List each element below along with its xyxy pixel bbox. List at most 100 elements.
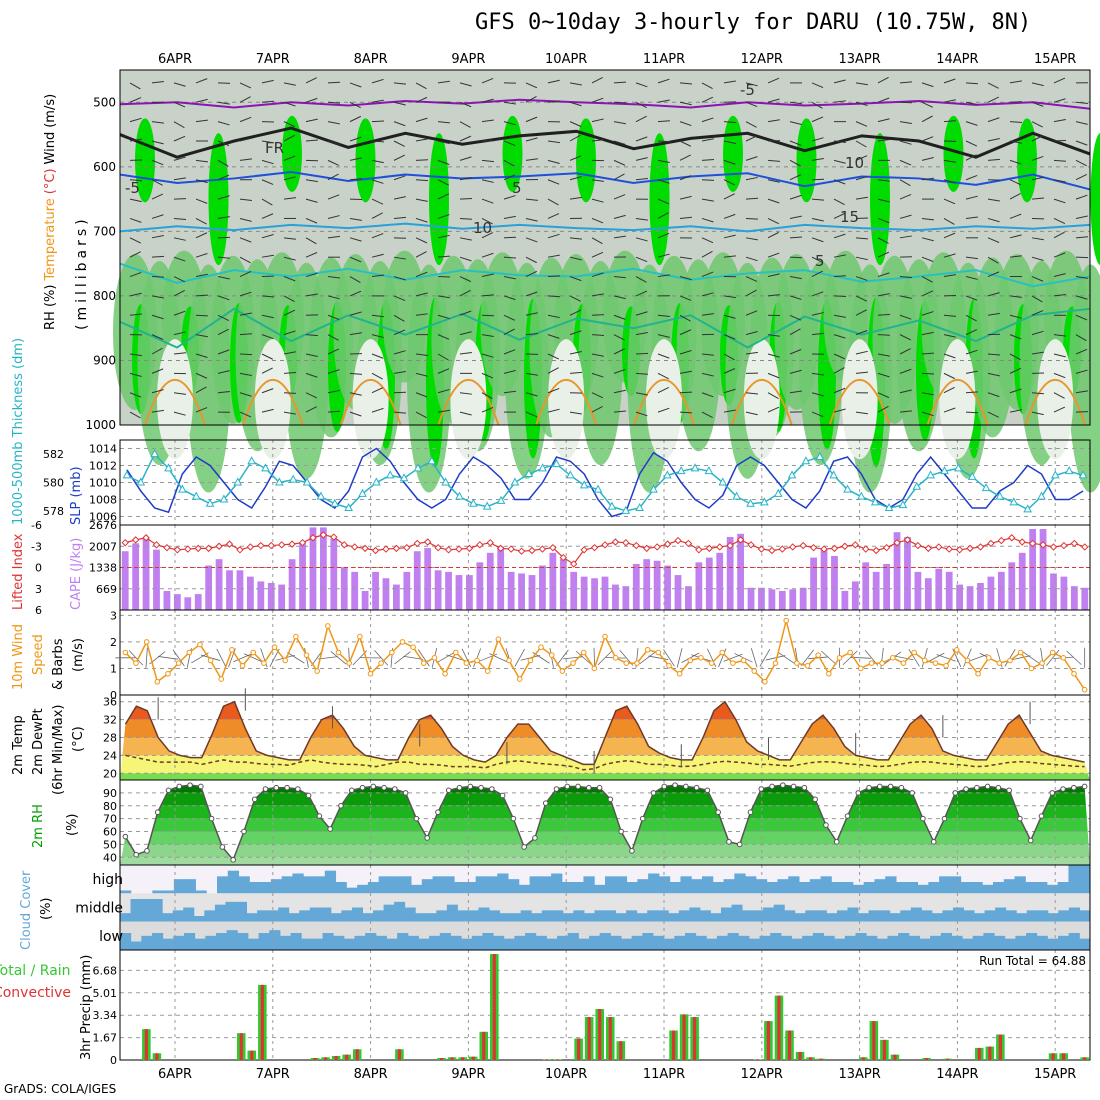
precip-conv-bar bbox=[345, 1054, 349, 1060]
lifted-marker bbox=[184, 545, 192, 553]
wind-barb bbox=[855, 330, 868, 336]
thickness-line-marker bbox=[579, 480, 589, 489]
cloud-cover-bar bbox=[1047, 938, 1059, 950]
precip-conv-bar bbox=[809, 1057, 813, 1060]
temp-y-label-3: (6hr Min/Max) bbox=[51, 705, 66, 795]
bottom-date-label: 6APR bbox=[158, 1067, 192, 1082]
cloud-cover-bar bbox=[1004, 938, 1016, 950]
rh-line-marker bbox=[144, 848, 150, 854]
cape-bar bbox=[612, 584, 619, 610]
cape-bar bbox=[361, 590, 369, 610]
wind-barb bbox=[701, 372, 714, 377]
wind-barb bbox=[767, 98, 780, 103]
isotherm-10 bbox=[119, 222, 1091, 233]
wind-speed-line-marker bbox=[1017, 649, 1024, 656]
wind-speed-line-marker bbox=[975, 670, 981, 677]
thickness-tick-label: 578 bbox=[43, 505, 64, 518]
wind-barb bbox=[745, 310, 758, 316]
lifted-marker bbox=[705, 544, 714, 553]
thickness-line-marker bbox=[829, 470, 838, 479]
wind-barb bbox=[1031, 411, 1044, 416]
precip-conv-bar bbox=[313, 1057, 317, 1060]
wind-barb bbox=[393, 329, 406, 336]
surface-wind-barb bbox=[648, 655, 669, 660]
wind-barb bbox=[613, 314, 626, 320]
rh-area-high bbox=[576, 118, 596, 203]
wind-barb bbox=[745, 217, 759, 220]
surface-wind-barb bbox=[330, 651, 347, 665]
lifted-marker bbox=[288, 540, 296, 548]
surface-wind-barb bbox=[1022, 651, 1040, 664]
rh-line-marker bbox=[510, 815, 517, 822]
lifted-marker bbox=[872, 546, 880, 555]
wind-barb bbox=[635, 136, 648, 142]
cape-bar bbox=[246, 576, 254, 610]
temp-band-low bbox=[120, 773, 1090, 780]
cloud-cover-bar bbox=[520, 910, 532, 922]
cloud-cover-bar bbox=[695, 935, 707, 950]
wind-barb bbox=[437, 295, 450, 299]
wind-barb bbox=[1053, 273, 1066, 278]
wind-speed-line-marker bbox=[133, 660, 139, 666]
cloud-cover-bar bbox=[940, 933, 952, 950]
cape-bar bbox=[591, 578, 598, 610]
wind-barb bbox=[151, 255, 165, 258]
cape-bar bbox=[132, 543, 140, 610]
wind-barb bbox=[789, 349, 802, 355]
cloud-cover-bar bbox=[227, 870, 240, 894]
precip-conv-bar bbox=[482, 1031, 486, 1060]
cloud-cover-bar bbox=[172, 910, 184, 922]
surface-wind-barb bbox=[374, 650, 389, 666]
slp-tick-label: 1008 bbox=[89, 494, 117, 507]
lifted-marker bbox=[987, 539, 995, 548]
wind-barb bbox=[943, 372, 956, 380]
thickness-line-marker bbox=[191, 491, 201, 500]
wind-barb bbox=[393, 140, 405, 147]
cloud-cover-bar bbox=[226, 930, 238, 950]
wind-barb bbox=[371, 212, 383, 219]
wind-barb bbox=[635, 82, 648, 88]
precip-conv-bar bbox=[924, 1057, 929, 1060]
wind-barb bbox=[437, 255, 450, 258]
cape-bar bbox=[831, 556, 838, 610]
wind-barb bbox=[1053, 218, 1066, 224]
cape-bar bbox=[330, 538, 338, 610]
wind-barb bbox=[657, 78, 670, 84]
wind-speed-line-marker bbox=[239, 662, 246, 669]
wind-speed-line-marker bbox=[527, 657, 534, 664]
lifted-marker bbox=[173, 546, 182, 554]
wind-barb bbox=[437, 193, 450, 200]
precip-conv-bar bbox=[355, 1049, 359, 1060]
bottom-date-label: 11APR bbox=[643, 1067, 685, 1082]
wind-barb bbox=[877, 118, 890, 123]
wind-barb bbox=[217, 276, 230, 280]
cape-bar bbox=[758, 587, 765, 610]
cape-bar bbox=[121, 551, 129, 610]
wind-barb bbox=[481, 159, 494, 163]
wind-barb bbox=[899, 314, 912, 320]
surface-wind-barb bbox=[417, 649, 430, 667]
cloud-cover-bar bbox=[885, 876, 897, 894]
lifted-marker bbox=[799, 541, 807, 550]
precip-conv-bar bbox=[250, 1050, 254, 1060]
cloud-cover-bar bbox=[887, 935, 899, 950]
cloud-y-label-2: (%) bbox=[39, 898, 54, 921]
wind-barb bbox=[767, 231, 779, 239]
lifted-marker bbox=[486, 539, 494, 547]
wind-barb bbox=[151, 159, 164, 166]
wind-barb bbox=[525, 158, 538, 161]
cloud-cover-bar bbox=[407, 935, 419, 950]
wind-barb bbox=[943, 353, 956, 359]
lifted-marker bbox=[622, 539, 630, 547]
wind-barb bbox=[503, 369, 516, 374]
wind-speed-line-marker bbox=[175, 660, 182, 666]
bottom-date-label: 12APR bbox=[741, 1067, 783, 1082]
wind-barb bbox=[965, 121, 978, 126]
wind-barb bbox=[1031, 256, 1044, 261]
wind-barb bbox=[195, 232, 208, 239]
wind-barb bbox=[481, 273, 494, 278]
wind-barb bbox=[503, 215, 516, 219]
wind-barb bbox=[459, 256, 472, 262]
wind-barb bbox=[679, 295, 692, 301]
wind-barb bbox=[701, 117, 714, 123]
